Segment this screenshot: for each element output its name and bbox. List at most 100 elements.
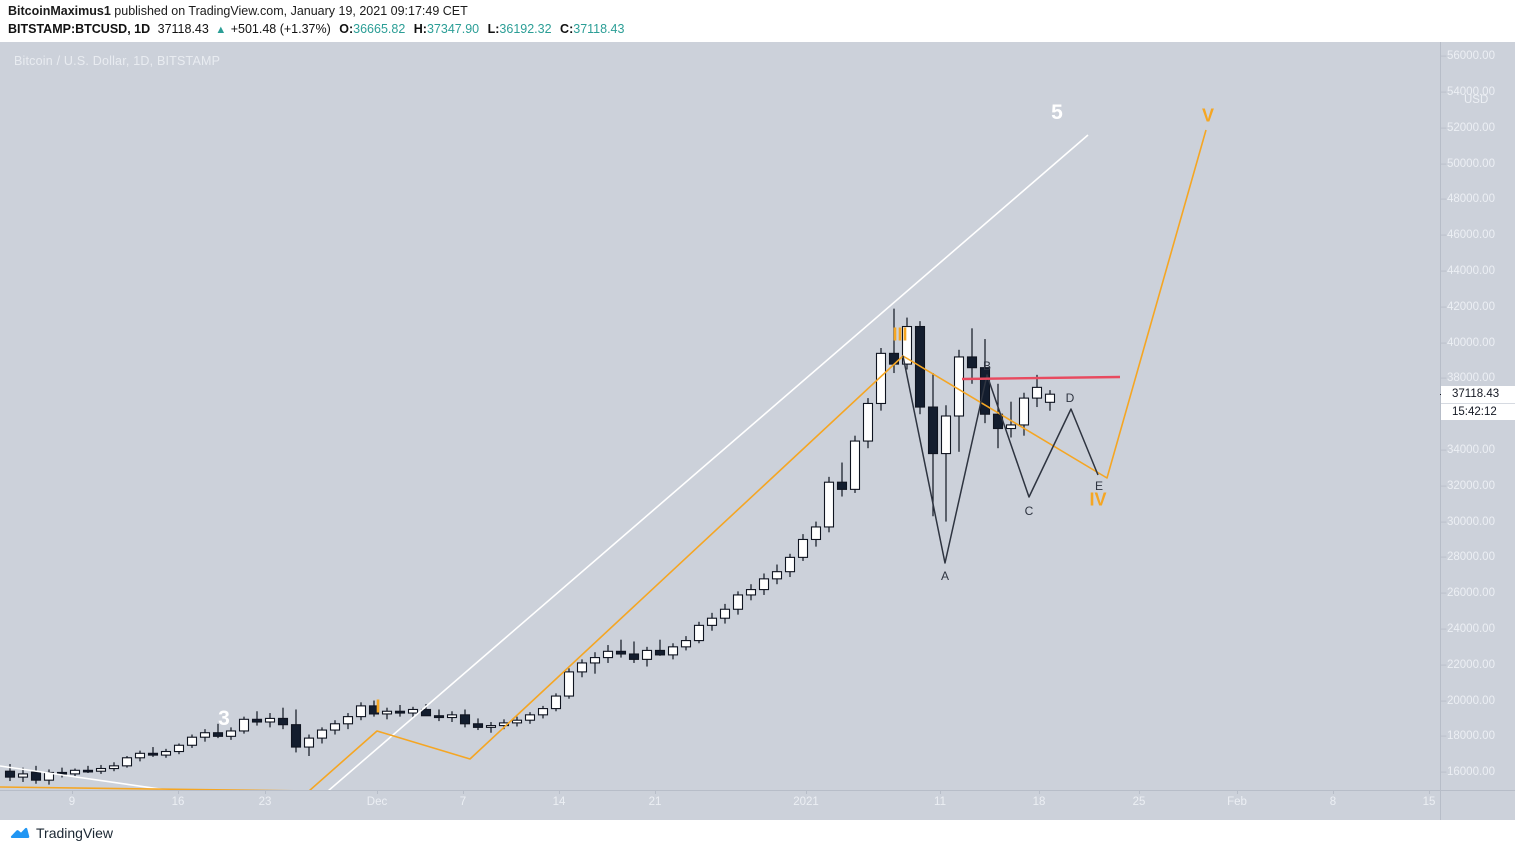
wave-label-ii[interactable]: II: [469, 789, 479, 791]
candlestick: [186, 734, 198, 748]
candlestick: [108, 762, 120, 772]
candlestick: [147, 747, 159, 757]
time-tick-mark: [1333, 790, 1334, 794]
candlestick: [680, 636, 692, 651]
wave-label-b[interactable]: B: [982, 359, 992, 373]
candlestick: [810, 521, 822, 547]
time-tick-mark: [940, 790, 941, 794]
time-tick-mark: [655, 790, 656, 794]
tradingview-logo[interactable]: TradingView: [10, 825, 113, 841]
price-tick: –24000.00: [1440, 622, 1495, 635]
open-label: O:: [339, 22, 354, 36]
symbol-label[interactable]: BITSTAMP:BTCUSD, 1D: [8, 22, 151, 36]
time-tick-mark: [1237, 790, 1238, 794]
currency-label: USD: [1464, 94, 1489, 106]
time-tick-label: 18: [1032, 796, 1046, 808]
primary-wave-trendline[interactable]: [0, 134, 1089, 790]
wave-label-e[interactable]: E: [1094, 479, 1104, 493]
candlestick: [303, 734, 315, 756]
candlestick: [368, 700, 380, 717]
price-tick: –40000.00: [1440, 336, 1495, 349]
chart-header: BitcoinMaximus1 published on TradingView…: [0, 0, 1515, 42]
price-scale[interactable]: USD –56000.00 –54000.00 –52000.00 –50000.00…: [1440, 42, 1515, 790]
axis-corner: [1440, 790, 1515, 820]
current-price-label[interactable]: 37118.43: [1441, 386, 1515, 404]
time-tick-label: 2021: [793, 796, 819, 808]
wave-label-a[interactable]: A: [940, 569, 950, 583]
low-value: 36192.32: [499, 22, 552, 36]
candlestick: [342, 713, 354, 730]
resistance-line[interactable]: [961, 375, 1121, 381]
candlestick: [719, 603, 731, 624]
wave-label-v[interactable]: V: [1201, 105, 1215, 126]
candlestick: [1031, 374, 1043, 408]
wave-label-5[interactable]: 5: [1051, 101, 1063, 124]
candlestick: [69, 768, 81, 777]
candlestick: [433, 709, 445, 722]
price-tick: –52000.00: [1440, 121, 1495, 134]
high-label: H:: [413, 22, 427, 36]
time-tick-mark: [72, 790, 73, 794]
wave-label-iv[interactable]: IV: [1089, 489, 1107, 510]
price-plot[interactable]: Bitcoin / U.S. Dollar, 1D, BITSTAMP 345I…: [0, 42, 1440, 790]
candlestick: [407, 706, 419, 718]
chart-title: Bitcoin / U.S. Dollar, 1D, BITSTAMP: [14, 54, 221, 68]
price-tick: –42000.00: [1440, 300, 1495, 313]
elliott-wave-overlay: [0, 129, 1207, 790]
candlestick: [511, 716, 523, 727]
open-value: 36665.82: [353, 22, 406, 36]
chart-area[interactable]: Bitcoin / U.S. Dollar, 1D, BITSTAMP 345I…: [0, 42, 1515, 820]
candlestick: [706, 612, 718, 631]
candlestick: [212, 723, 224, 739]
time-tick-label: 14: [552, 796, 566, 808]
time-tick-mark: [178, 790, 179, 794]
candlestick: [628, 641, 640, 663]
candlestick: [95, 764, 107, 774]
candlestick: [394, 705, 406, 717]
price-up-arrow-icon: ▲: [215, 24, 227, 36]
candlestick: [589, 652, 601, 674]
time-tick-label: 9: [68, 796, 76, 808]
candlestick: [550, 693, 562, 712]
wave-label-i[interactable]: I: [375, 696, 381, 717]
time-scale[interactable]: 9 16 23 Dec 7 14 21 2021 11 18 25 Feb 8 15: [0, 790, 1440, 820]
time-tick-mark: [463, 790, 464, 794]
candlestick: [329, 720, 341, 735]
price-tick: –50000.00: [1440, 157, 1495, 170]
candlestick: [199, 729, 211, 742]
candlestick: [121, 756, 133, 768]
time-tick-mark: [1429, 790, 1430, 794]
wave-label-iii[interactable]: III: [892, 324, 908, 345]
countdown-label[interactable]: 15:42:12: [1441, 403, 1515, 421]
elliott-wave-projection-line[interactable]: [0, 129, 1207, 790]
wave-label-c[interactable]: C: [1024, 504, 1034, 518]
price-tick: –26000.00: [1440, 587, 1495, 600]
candlestick: [472, 718, 484, 731]
price-tick: –54000.00: [1440, 86, 1495, 99]
candlestick: [797, 534, 809, 561]
candlestick: [290, 709, 302, 753]
candlestick: [836, 462, 848, 497]
wave-label-3[interactable]: 3: [218, 707, 230, 730]
candlestick: [446, 711, 458, 722]
candlestick: [264, 713, 276, 728]
candlestick: [277, 707, 289, 730]
author-name: BitcoinMaximus1: [8, 4, 111, 18]
publish-text: published on TradingView.com, January 19…: [114, 4, 468, 18]
candlestick: [485, 722, 497, 733]
time-tick-label: 7: [459, 796, 467, 808]
wave-label-d[interactable]: D: [1065, 391, 1075, 405]
candlestick: [667, 643, 679, 660]
abcde-triangle-path[interactable]: [902, 355, 1099, 564]
candlestick: [966, 328, 978, 384]
candlestick: [251, 711, 263, 726]
close-label: C:: [560, 22, 574, 36]
tradingview-brand-text: TradingView: [36, 825, 114, 841]
time-tick-label: 21: [648, 796, 662, 808]
candlestick: [30, 765, 42, 784]
candlestick: [732, 591, 744, 615]
time-tick-label: 25: [1132, 796, 1146, 808]
chart-footer: TradingView: [0, 820, 1515, 852]
candlestick: [615, 639, 627, 658]
